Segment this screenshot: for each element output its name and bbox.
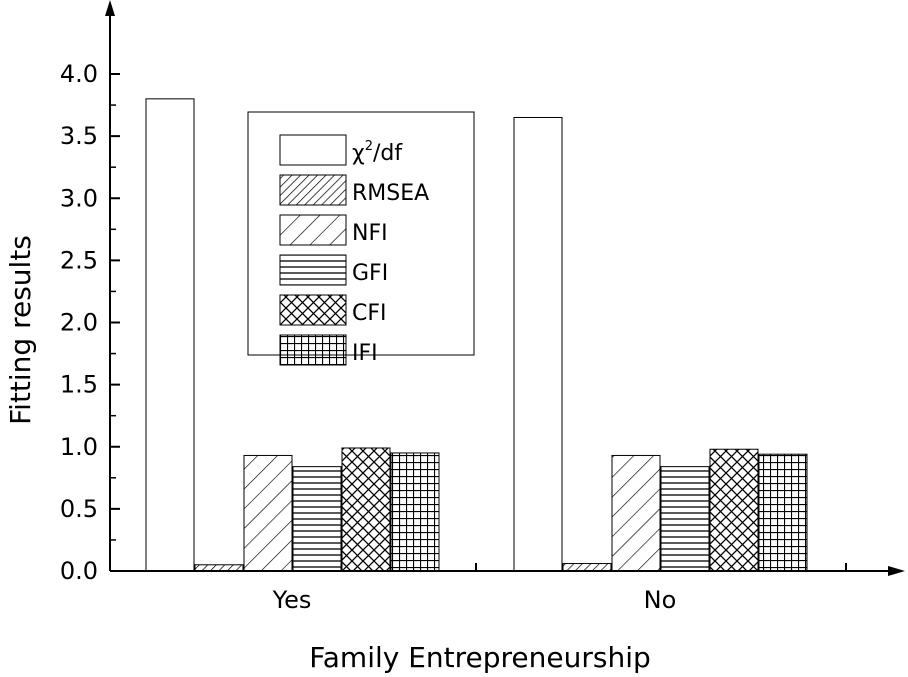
legend-label: GFI	[352, 261, 388, 286]
x-axis-title: Family Entrepreneurship	[309, 641, 651, 674]
bar	[292, 466, 342, 572]
x-tick-label: Yes	[272, 586, 312, 614]
y-axis-title: Fitting results	[4, 235, 37, 425]
legend-label: CFI	[352, 301, 387, 326]
legend-label: IFI	[352, 341, 378, 366]
bar	[562, 563, 612, 572]
y-tick-label: 3.0	[60, 184, 98, 212]
ticks: 0.0 0.5 1.0 1.5 2.0 2.5 3.0 3.5 4.0 Yes No	[60, 60, 847, 614]
y-tick-label: 1.0	[60, 433, 98, 461]
legend: χ2/df RMSEA NFI GFI CFI IFI	[247, 111, 475, 366]
legend-swatch	[279, 214, 347, 246]
y-tick-label: 2.5	[60, 246, 98, 274]
bar	[341, 447, 391, 572]
y-tick-label: 0.5	[60, 495, 98, 523]
y-tick-label: 4.0	[60, 60, 98, 88]
bar	[660, 466, 710, 572]
bars-layer	[145, 98, 808, 572]
legend-label: χ2/df	[352, 139, 403, 166]
legend-swatch	[279, 294, 347, 326]
legend-label: NFI	[352, 221, 388, 246]
legend-items: χ2/df RMSEA NFI GFI CFI IFI	[279, 134, 429, 366]
y-tick-label: 2.0	[60, 309, 98, 337]
y-axis-arrow	[105, 0, 115, 16]
bar	[758, 453, 808, 572]
legend-label: RMSEA	[352, 181, 429, 206]
legend-swatch	[279, 254, 347, 286]
bar	[145, 98, 195, 572]
bar	[513, 116, 563, 572]
legend-swatch	[279, 134, 347, 166]
x-tick-label: No	[644, 586, 677, 614]
bar	[390, 452, 440, 572]
bar	[243, 454, 293, 572]
y-tick-label: 1.5	[60, 371, 98, 399]
x-axis-arrow	[888, 566, 905, 576]
y-tick-label: 3.5	[60, 122, 98, 150]
bar	[611, 454, 661, 572]
y-tick-label: 0.0	[60, 557, 98, 585]
legend-swatch	[279, 174, 347, 206]
bar	[709, 448, 759, 572]
legend-swatch	[279, 334, 347, 366]
